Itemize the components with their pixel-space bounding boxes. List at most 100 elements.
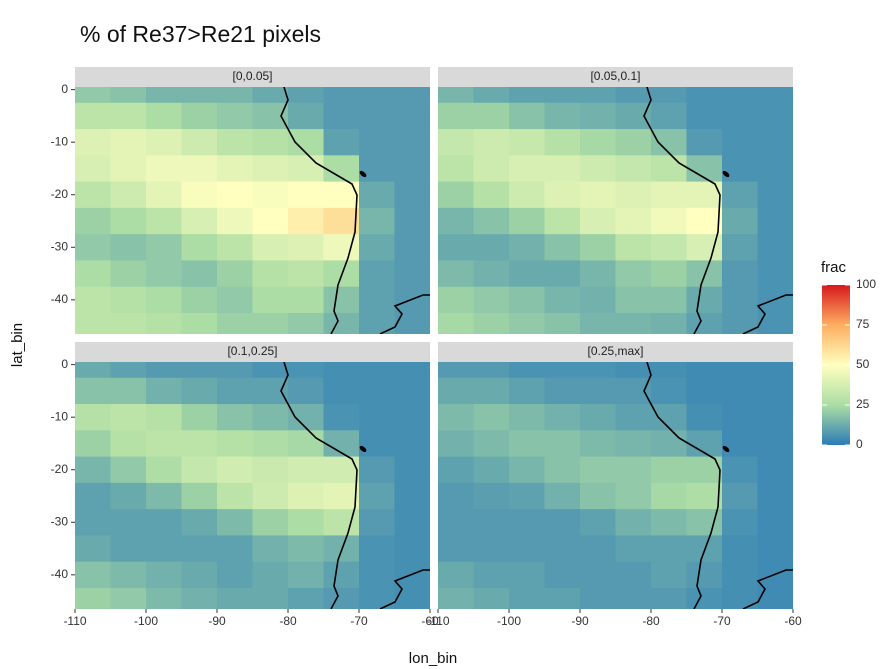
heat-cell	[580, 234, 616, 261]
heat-cell	[252, 362, 289, 379]
heat-cell	[252, 561, 289, 589]
heat-cell	[75, 129, 111, 156]
heat-cell	[323, 561, 360, 589]
heat-cell	[75, 234, 111, 261]
heat-cell	[473, 404, 510, 431]
heat-cell	[509, 362, 545, 379]
heat-cell	[473, 587, 510, 609]
heat-cell	[544, 430, 581, 458]
heat-cell	[110, 404, 147, 431]
heat-cell	[323, 587, 360, 609]
heat-cell	[757, 260, 793, 288]
heat-cell	[359, 456, 395, 484]
heat-cell	[438, 509, 474, 536]
heat-cell	[146, 286, 182, 314]
heat-cell	[146, 430, 182, 458]
heat-cell	[722, 155, 758, 183]
heat-cell	[181, 312, 218, 334]
heat-cell	[394, 129, 430, 156]
heat-cell	[252, 87, 289, 104]
heat-cell	[181, 535, 218, 563]
heat-cell	[757, 509, 793, 536]
heat-cell	[615, 456, 652, 484]
heat-cell	[580, 155, 616, 183]
heat-cell	[615, 312, 652, 334]
heat-cell	[651, 535, 687, 563]
heat-cell	[473, 312, 510, 334]
heat-cell	[252, 102, 289, 130]
heat-cell	[146, 362, 182, 379]
heat-cell	[580, 312, 616, 334]
heat-cell	[509, 456, 545, 484]
heat-cell	[217, 129, 253, 156]
heat-cell	[288, 286, 324, 314]
heat-cell	[757, 286, 793, 314]
heat-cell	[615, 377, 652, 405]
heat-cell	[580, 286, 616, 314]
heat-cell	[217, 509, 253, 536]
heat-cell	[146, 207, 182, 235]
heat-cell	[686, 129, 723, 156]
y-tick-label: -20	[51, 462, 69, 476]
heat-cell	[438, 286, 474, 314]
heat-cell	[438, 404, 474, 431]
colorbar-tick-label: 100	[856, 277, 876, 291]
heat-cell	[686, 102, 723, 130]
heat-cell	[544, 207, 581, 235]
heat-cell	[288, 561, 324, 589]
legend-title: frac	[821, 259, 847, 276]
heat-cell	[323, 181, 360, 209]
heat-cell	[544, 312, 581, 334]
heat-cell	[217, 260, 253, 288]
heat-cell	[615, 260, 652, 288]
heat-cell	[181, 102, 218, 130]
heat-cell	[359, 362, 395, 379]
heat-cell	[438, 430, 474, 458]
heat-cell	[146, 87, 182, 104]
heat-cell	[473, 129, 510, 156]
heat-cell	[288, 535, 324, 563]
heat-cell	[359, 260, 395, 288]
heat-cell	[252, 482, 289, 510]
y-tick-label: 0	[61, 357, 68, 371]
heat-cell	[288, 362, 324, 379]
heat-cell	[544, 155, 581, 183]
x-axis-title: lon_bin	[409, 650, 457, 667]
heat-cell	[438, 207, 474, 235]
heat-cell	[146, 312, 182, 334]
heat-cell	[651, 377, 687, 405]
heat-cell	[252, 312, 289, 334]
heat-cell	[544, 482, 581, 510]
heat-cell	[544, 129, 581, 156]
heat-cell	[544, 234, 581, 261]
heat-cell	[722, 234, 758, 261]
heat-cell	[651, 312, 687, 334]
facet-panel: [0.05,0.1]	[438, 67, 793, 334]
heat-cell	[288, 129, 324, 156]
heat-cell	[359, 155, 395, 183]
heat-cell	[580, 87, 616, 104]
heat-cell	[110, 260, 147, 288]
heat-cell	[509, 234, 545, 261]
heat-cell	[75, 509, 111, 536]
heat-cell	[544, 260, 581, 288]
y-tick-label: -40	[51, 292, 69, 306]
y-tick-label: -30	[51, 239, 69, 253]
heat-cell	[757, 234, 793, 261]
heat-cell	[686, 181, 723, 209]
strip	[75, 67, 430, 87]
heat-cell	[438, 456, 474, 484]
heat-cell	[473, 260, 510, 288]
heat-cell	[181, 155, 218, 183]
heat-cell	[509, 404, 545, 431]
heat-cell	[181, 234, 218, 261]
heat-cell	[252, 181, 289, 209]
heat-cell	[110, 509, 147, 536]
heat-cell	[438, 181, 474, 209]
strip	[75, 342, 430, 362]
x-tick-label: -100	[134, 614, 158, 628]
heat-cell	[615, 482, 652, 510]
heat-cell	[509, 430, 545, 458]
heat-cell	[651, 482, 687, 510]
